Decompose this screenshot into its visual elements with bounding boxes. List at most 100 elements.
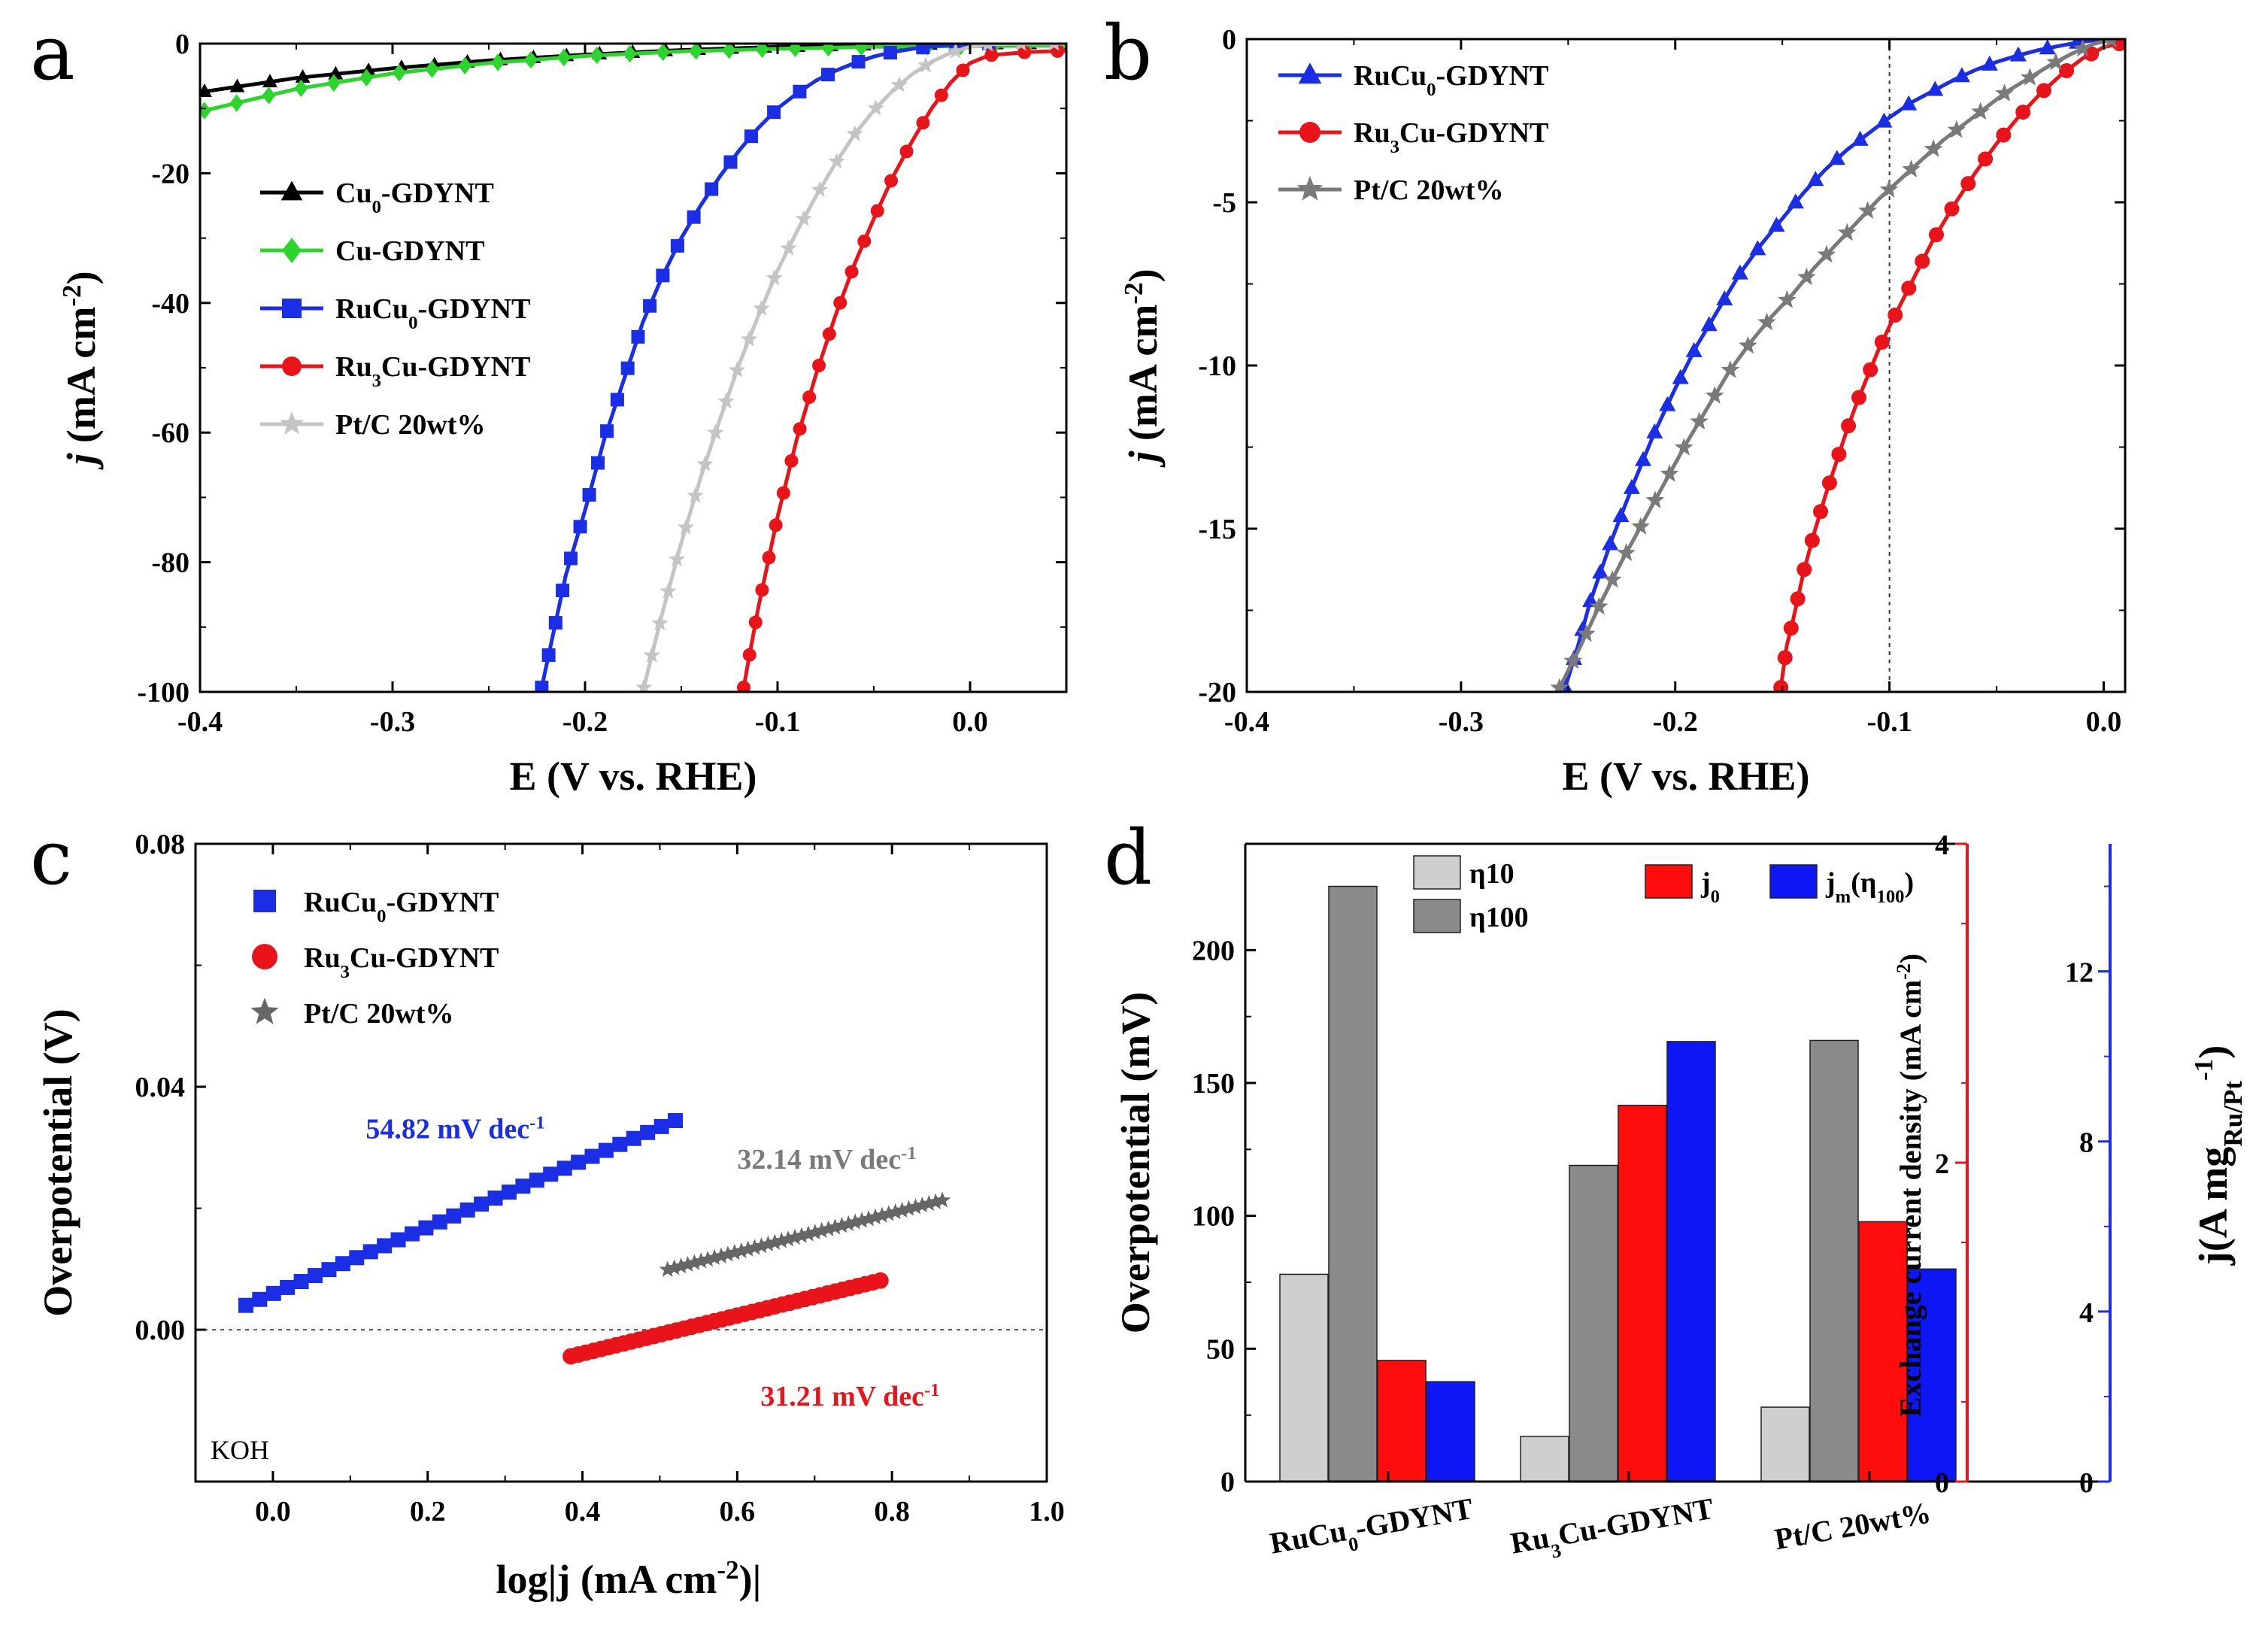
chart-a-series-4-point [780, 239, 797, 256]
chart-c-x-axis-title: log|j (mA cm-2)| [496, 1555, 762, 1603]
chart-a-series-2-point [548, 616, 562, 630]
chart-c-slope-annotation-0: 54.82 mV dec-1 [365, 1112, 544, 1145]
chart-a-x-axis-label: 0.0 [952, 706, 988, 738]
chart-c-series-0-point [362, 1244, 378, 1260]
chart-a-legend-label-2-part: 0 [408, 313, 417, 333]
chart-c-series-0-point [501, 1185, 517, 1200]
chart-a-y-axis-label: -20 [151, 158, 190, 190]
chart-b-series-2-point [1645, 490, 1665, 508]
chart-c-x-axis-label-part: 0.4 [565, 1496, 601, 1527]
chart-a-y-axis-label-part: -80 [151, 548, 190, 579]
chart-b-series-1-point [2036, 83, 2052, 99]
chart-a-series-4-point [740, 330, 758, 347]
chart-b-series-0-point [1828, 150, 1845, 165]
chart-a-series-4-point [635, 678, 653, 692]
chart-c-series-2-point [712, 1247, 730, 1263]
chart-c-series-0-point [335, 1256, 350, 1272]
chart-c-y-axis-label: 0.04 [135, 1072, 186, 1103]
chart-a-series-2-point [620, 361, 635, 375]
chart-a-series-3-point [984, 48, 999, 62]
chart-c-series-2-point [907, 1198, 924, 1215]
chart-d-bar-η100-0 [1328, 885, 1378, 1482]
chart-c-series-0-point [280, 1279, 296, 1295]
chart-a-series-2-point [916, 44, 930, 55]
chart-c-series-2-point [766, 1233, 784, 1250]
chart-c-series-0-point [252, 1291, 268, 1307]
panel-letter-a: a [30, 9, 75, 97]
chart-a-legend-label-1: Cu-GDYNT [335, 235, 484, 267]
chart-a-series-3-line [741, 49, 1066, 692]
chart-d-legend-swatch-2 [1645, 864, 1693, 899]
chart-b-series-1-point [1773, 680, 1789, 692]
chart-a-series-1-point [392, 64, 406, 82]
chart-b-legend-label-0: RuCu0-GDYNT [1354, 60, 1548, 100]
chart-c-series-0-point [487, 1191, 503, 1206]
chart-a-series-2-point [541, 648, 556, 663]
chart-b-series-2-point [1550, 678, 1569, 692]
chart-a-x-axis-label: -0.2 [562, 706, 608, 738]
chart-b-series-2-point [1739, 335, 1757, 354]
chart-b-series-1-point [1777, 650, 1793, 666]
chart-d: RuCu0-GDYNT Ru3Cu-GDYNT Pt/C 20wt%05010015… [1113, 830, 2248, 1562]
chart-d-right-axis-mass-label-part: 8 [2079, 1127, 2094, 1159]
chart-b-series-0-point [1875, 112, 1893, 128]
chart-b-legend-label-2: Pt/C 20wt% [1354, 174, 1503, 206]
chart-b-series-2-point [1563, 651, 1583, 669]
chart-b-legend-label-2-part: Pt/C 20wt% [1354, 174, 1503, 206]
chart-c-y-axis-title: Overpotential (V) [35, 1009, 80, 1316]
chart-b-y-axis-title-part: -2 [1119, 282, 1148, 304]
chart-d-right-axis-exchange-label: 0 [1935, 1467, 1949, 1499]
chart-b-y-axis-label: -5 [1212, 187, 1236, 219]
chart-b-series-0-point [1851, 130, 1869, 146]
chart-d-right-axis-mass-label-part: 12 [2065, 957, 2094, 989]
chart-c-series-2-point [773, 1232, 790, 1248]
panel-letter-c: c [30, 814, 72, 902]
chart-a-series-4-point [1048, 44, 1060, 51]
chart-b-series-0-point [1953, 67, 1970, 83]
chart-d-left-y-axis-label-part: 100 [1192, 1201, 1235, 1233]
chart-b-x-axis-label-part: 0.0 [2086, 706, 2122, 738]
chart-c-series-0-point [584, 1148, 600, 1164]
chart-a-series-4-point [811, 180, 829, 197]
chart-d-right-axis-mass-label: 12 [2065, 957, 2094, 989]
chart-b-y-axis-title-part: (mA cm [1120, 305, 1166, 451]
chart-a-series-2-point [744, 129, 758, 144]
chart-a-series-4-point [659, 582, 677, 599]
chart-a-series-4-point [651, 614, 669, 631]
chart-c-series-2-point [847, 1213, 864, 1230]
chart-d-legend-label-3-part: j [1825, 867, 1836, 899]
chart-a-series-1-point [491, 53, 505, 71]
chart-c-legend-label-2: Pt/C 20wt% [304, 998, 453, 1030]
chart-c-legend-label-0-part: RuCu [304, 887, 377, 918]
chart-a-series-4-point [1015, 44, 1026, 51]
chart-a-series-4-point [867, 99, 884, 116]
chart-b-x-axis-title-part: E (V vs. RHE) [1562, 754, 1809, 799]
chart-c-x-axis-title-part: )| [739, 1557, 762, 1602]
chart-b-series-1-point [1783, 620, 1799, 636]
chart-a-series-2-point [600, 424, 614, 438]
chart-b-series-0-point [1731, 264, 1748, 280]
chart-b-series-0-point [1768, 217, 1785, 232]
chart-a-series-3-point [793, 422, 807, 436]
chart-b-y-axis-label: -10 [1198, 350, 1236, 382]
chart-b: -0.4 -0.3 -0.2 -0.1 0.00-5-10-15-20E (V vs. … [1119, 24, 2127, 799]
chart-a-series-2-point [556, 584, 570, 598]
chart-c-x-axis-label: 0.6 [720, 1496, 756, 1527]
chart-b-series-2-point [2021, 68, 2039, 86]
chart-b-series-1-point [1851, 390, 1866, 405]
chart-d-left-y-axis-label: 150 [1192, 1068, 1235, 1100]
chart-a-series-2-point [535, 681, 549, 692]
chart-c-series-2-point [820, 1220, 837, 1236]
chart-b-legend-label-0-part: RuCu [1354, 60, 1427, 92]
chart-b-series-1-point [1960, 176, 1976, 192]
chart-d-legend-label-3-part: 100 [1876, 887, 1904, 907]
chart-b-series-1-point [1831, 447, 1847, 463]
chart-b-series-2-point [1947, 120, 1966, 138]
chart-a-y-axis-label: -100 [137, 677, 190, 708]
chart-c-series-2-point [927, 1193, 944, 1209]
chart-a-series-1-point [854, 44, 869, 56]
chart-c-series-2-point [840, 1215, 857, 1231]
chart-c-series-0-point [321, 1262, 337, 1278]
chart-b-series-1-point [1821, 475, 1837, 491]
chart-a-series-0-point [295, 69, 311, 83]
